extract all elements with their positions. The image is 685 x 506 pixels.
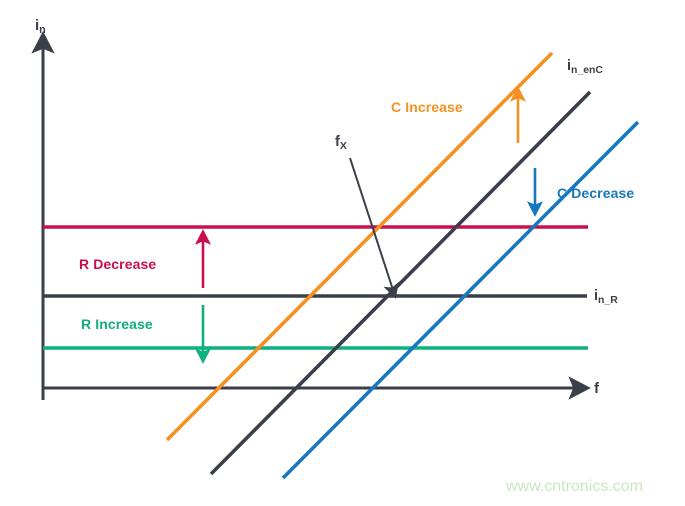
watermark-text: www.cntronics.com (506, 478, 643, 495)
fx-label-main: f (335, 134, 340, 150)
curve-label-in-enc: in_enC (567, 58, 603, 77)
curve-label-in-r: in_R (594, 288, 618, 307)
y-axis-label-main: i (35, 17, 40, 34)
in-r-label-main: i (594, 288, 599, 304)
marker-label-fx: fX (335, 134, 347, 153)
fx-pointer-arrow (349, 157, 399, 299)
annotation-r-decrease: R Decrease (79, 256, 157, 272)
series-c-increase (165, 51, 554, 442)
x-axis-label-main: f (594, 380, 599, 397)
in-enc-label-main: i (567, 58, 572, 74)
y-axis-label: in (35, 17, 46, 37)
x-axis-label: f (594, 381, 599, 396)
y-axis-label-sub: n (39, 24, 46, 37)
in-enc-label-sub: n_enC (571, 65, 603, 77)
series-c-decrease (281, 120, 640, 480)
annotation-r-increase: R Increase (81, 316, 153, 332)
fx-label-sub: X (339, 141, 347, 153)
in-r-label-sub: n_R (598, 295, 618, 307)
annotation-c-decrease: C Decrease (557, 185, 635, 201)
series-in-enc (209, 90, 592, 476)
annotation-c-increase: C Increase (391, 99, 463, 115)
